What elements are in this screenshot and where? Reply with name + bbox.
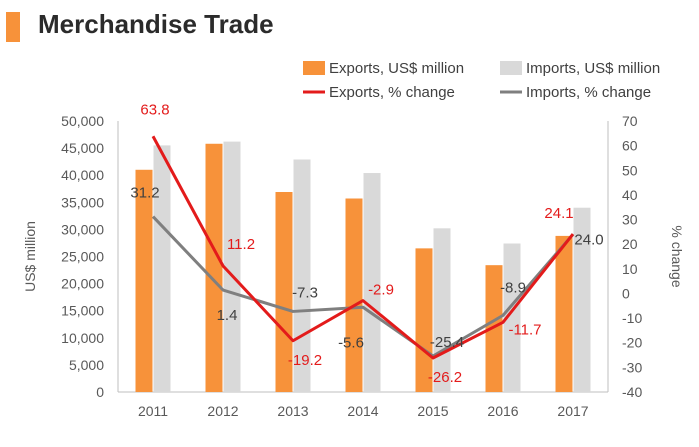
y2-tick-label: 20 [622,236,638,252]
y2-tick-label: 10 [622,261,638,277]
y2-tick-label: 40 [622,187,638,203]
exports-bar [275,192,293,392]
exports-change-label: 24.1 [544,205,573,222]
x-tick-label: 2014 [347,403,378,419]
imports-bar [153,145,171,392]
y-axis-title: US$ million [22,221,38,292]
legend-exports-change-label: Exports, % change [329,84,455,101]
imports-bar [573,207,591,392]
imports-change-label: 1.4 [217,307,238,324]
x-tick-label: 2017 [557,403,588,419]
legend-imports-value-label: Imports, US$ million [526,60,660,77]
imports-change-label: 24.0 [574,231,603,248]
imports-bar [433,228,451,392]
imports-change-label: -7.3 [292,284,318,301]
exports-bar [345,198,363,392]
imports-bar [363,173,381,392]
exports-change-label: -19.2 [288,352,322,369]
y-tick-label: 5,000 [69,357,104,373]
y-tick-label: 40,000 [61,167,104,183]
exports-bar [415,248,433,392]
exports-bar [555,235,573,392]
x-tick-label: 2012 [207,403,238,419]
imports-bar [503,243,521,392]
y-tick-label: 15,000 [61,303,104,319]
y2-tick-label: -10 [622,310,642,326]
y2-tick-label: 60 [622,138,638,154]
chart-title: Merchandise Trade [38,9,274,39]
exports-change-label: -2.9 [368,282,394,299]
legend-exports-value-swatch [303,61,325,75]
imports-change-label: -5.6 [338,334,364,351]
imports-bar [223,141,241,392]
y-tick-label: 35,000 [61,194,104,210]
exports-change-label: 63.8 [140,101,169,118]
y2-tick-label: -30 [622,359,642,375]
x-tick-label: 2013 [277,403,308,419]
x-tick-label: 2015 [417,403,448,419]
exports-change-line [151,135,575,360]
y-tick-label: 25,000 [61,249,104,265]
exports-change-label: -26.2 [428,369,462,386]
y2-axis-title: % change [669,225,685,287]
legend-exports-value-label: Exports, US$ million [329,60,464,77]
y-tick-label: 0 [96,384,104,400]
exports-change-label: -11.7 [508,321,541,338]
y-tick-label: 10,000 [61,330,104,346]
exports-bar [485,265,503,392]
y2-tick-label: 70 [622,113,638,129]
exports-bar [205,143,223,392]
y2-tick-label: 30 [622,212,638,228]
y-tick-label: 45,000 [61,140,104,156]
legend-imports-change-label: Imports, % change [526,84,651,101]
x-tick-label: 2016 [487,403,518,419]
title-accent-bar [6,12,20,42]
imports-change-label: -8.9 [500,279,526,296]
y2-tick-label: -20 [622,335,642,351]
y2-tick-label: 50 [622,162,638,178]
exports-bar [135,169,153,392]
y-tick-label: 30,000 [61,221,104,237]
imports-change-label: 31.2 [130,185,159,202]
y-tick-label: 20,000 [61,276,104,292]
legend-imports-value-swatch [500,61,522,75]
imports-change-line [151,215,575,358]
y2-tick-label: 0 [622,285,630,301]
y2-tick-label: -40 [622,384,642,400]
imports-change-label: -25.4 [430,334,464,351]
x-tick-label: 2011 [138,403,168,419]
exports-change-label: 11.2 [227,236,255,253]
y-tick-label: 50,000 [61,113,104,129]
